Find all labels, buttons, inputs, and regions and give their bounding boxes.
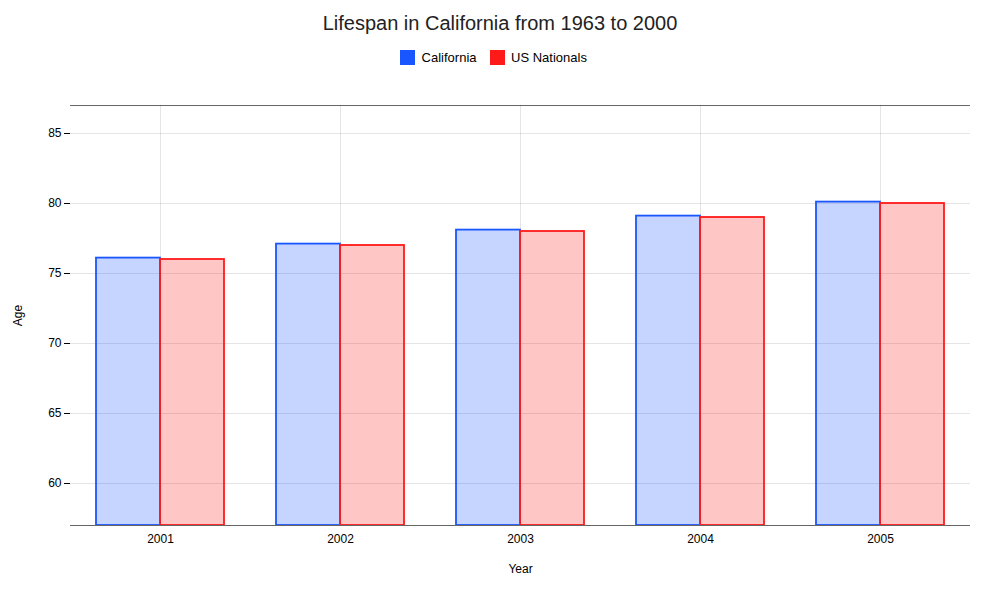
svg-text:60: 60 <box>48 476 62 490</box>
svg-text:2005: 2005 <box>867 532 894 546</box>
svg-text:2004: 2004 <box>687 532 714 546</box>
svg-text:Year: Year <box>508 561 532 575</box>
svg-text:65: 65 <box>48 406 62 420</box>
svg-text:2002: 2002 <box>327 532 354 546</box>
svg-text:Age: Age <box>11 304 25 326</box>
svg-text:75: 75 <box>48 266 62 280</box>
html-text:US Nationals: US Nationals <box>511 50 587 65</box>
svg-text:85: 85 <box>48 126 62 140</box>
svg-text:80: 80 <box>48 196 62 210</box>
svg-text:2003: 2003 <box>507 532 534 546</box>
html-text:California: California <box>421 50 477 65</box>
html-text:Lifespan in California from 19: Lifespan in California from 1963 to 2000 <box>322 12 678 34</box>
svg-text:70: 70 <box>48 336 62 350</box>
svg-text:2001: 2001 <box>147 532 174 546</box>
